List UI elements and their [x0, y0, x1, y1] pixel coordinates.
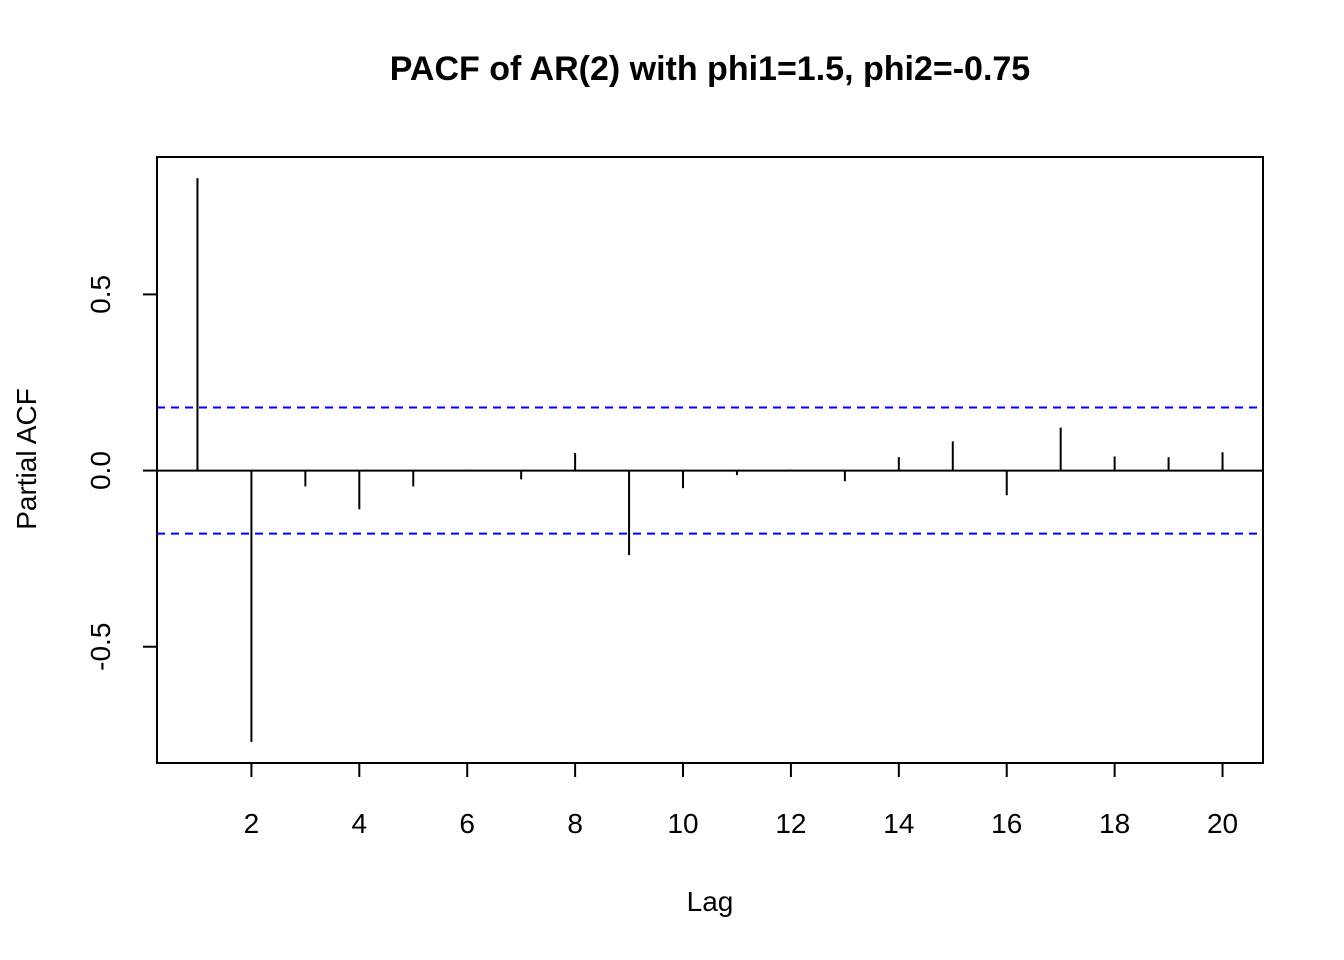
x-axis-label: Lag [687, 886, 734, 917]
x-tick-label: 14 [883, 808, 914, 839]
y-tick-label: -0.5 [85, 623, 116, 671]
plot-frame [156, 156, 1264, 764]
x-tick-label: 8 [567, 808, 583, 839]
x-tick-label: 10 [667, 808, 698, 839]
x-tick-label: 6 [459, 808, 475, 839]
y-tick-label: 0.5 [85, 275, 116, 314]
x-tick-label: 18 [1099, 808, 1130, 839]
y-axis-label: Partial ACF [11, 388, 42, 530]
y-tick-label: 0.0 [85, 451, 116, 490]
confidence-bounds [157, 406, 1263, 535]
x-tick-label: 20 [1207, 808, 1238, 839]
pacf-bars [196, 178, 1224, 742]
x-axis: 2 4 6 8 10 12 14 16 18 20 [244, 763, 1238, 839]
x-tick-label: 2 [244, 808, 260, 839]
y-axis: -0.5 0.0 0.5 [85, 275, 157, 671]
x-tick-label: 12 [775, 808, 806, 839]
x-tick-label: 16 [991, 808, 1022, 839]
x-tick-label: 4 [352, 808, 368, 839]
chart-title: PACF of AR(2) with phi1=1.5, phi2=-0.75 [390, 50, 1030, 88]
